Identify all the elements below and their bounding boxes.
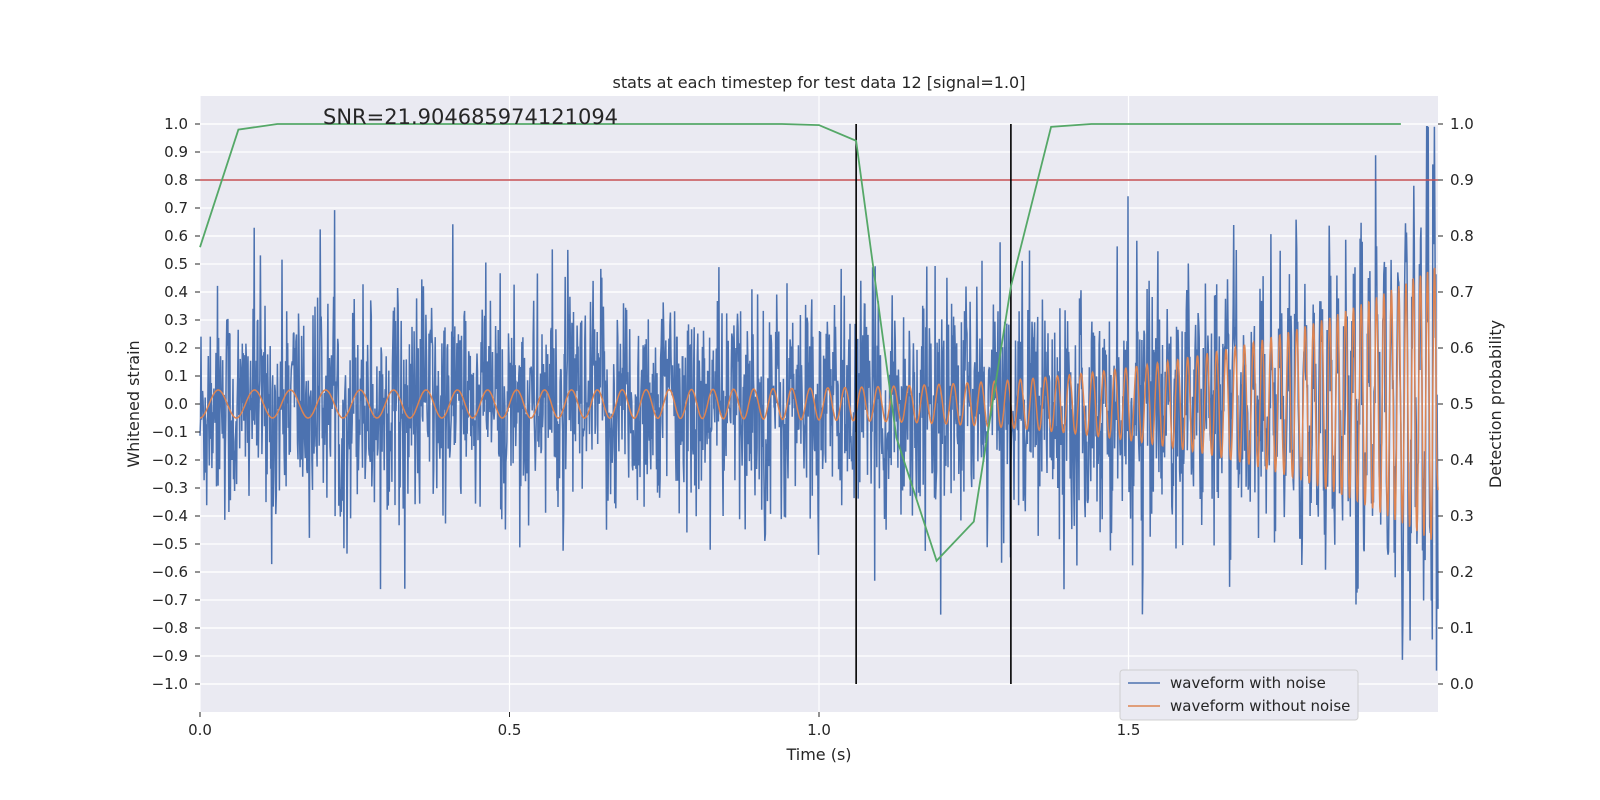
y-left-tick-label-19: −0.9 [152,647,188,665]
y-left-tick-label-20: −1.0 [152,675,188,693]
y-left-tick-label-8: 0.2 [164,339,188,357]
legend-label-clean: waveform without noise [1170,697,1350,715]
y-left-tick-label-5: 0.5 [164,255,188,273]
y-right-tick-label-5: 0.5 [1450,395,1474,413]
y-right-tick-label-0: 1.0 [1450,115,1474,133]
y-right-tick-label-9: 0.1 [1450,619,1474,637]
legend: waveform with noise waveform without noi… [1119,669,1359,721]
y-left-axis-label: Whitened strain [124,340,143,467]
x-tick-label-1: 0.5 [498,721,522,739]
y-right-axis-ticks: 1.0 0.9 0.8 0.7 0.6 0.5 0.4 0.3 0.2 0.1 0.0 [1438,115,1474,693]
y-right-tick-label-6: 0.4 [1450,451,1474,469]
y-right-tick-label-7: 0.3 [1450,507,1474,525]
y-left-tick-label-16: −0.6 [152,563,188,581]
y-right-tick-label-8: 0.2 [1450,563,1474,581]
series-detection-probability [199,123,1401,563]
y-left-tick-label-17: −0.7 [152,591,188,609]
y-right-tick-label-4: 0.6 [1450,339,1474,357]
x-axis-label: Time (s) [785,745,851,764]
x-tick-label-3: 1.5 [1117,721,1141,739]
y-right-axis-label: Detection probability [1486,320,1505,488]
x-tick-label-2: 1.0 [807,721,831,739]
y-left-tick-label-14: −0.4 [152,507,188,525]
series-waveform-with-noise [199,126,1439,671]
y-right-tick-label-2: 0.8 [1450,227,1474,245]
detection-probability-line [199,123,1401,563]
y-left-tick-label-1: 0.9 [164,143,188,161]
vertical-lines [855,124,1012,684]
y-left-tick-label-4: 0.6 [164,227,188,245]
waveform-with-noise-line [199,126,1439,671]
y-left-tick-label-15: −0.5 [152,535,188,553]
y-right-tick-label-10: 0.0 [1450,675,1474,693]
y-left-tick-label-0: 1.0 [164,115,188,133]
y-left-tick-label-18: −0.8 [152,619,188,637]
legend-box [1119,669,1359,721]
legend-label-noisy: waveform with noise [1170,674,1326,692]
y-right-tick-label-3: 0.7 [1450,283,1474,301]
snr-annotation: SNR=21.904685974121094 [323,105,618,129]
y-left-axis-ticks: 1.0 0.9 0.8 0.7 0.6 0.5 0.4 0.3 0.2 0.1 0.0 −0.1 −0.… [152,115,200,693]
y-left-tick-label-10: 0.0 [164,395,188,413]
y-left-tick-label-13: −0.3 [152,479,188,497]
chart-title: stats at each timestep for test data 12 … [613,73,1026,92]
y-left-tick-label-3: 0.7 [164,199,188,217]
x-axis-ticks: 0.0 0.5 1.0 1.5 [188,712,1140,739]
y-left-tick-label-2: 0.8 [164,171,188,189]
y-left-tick-label-6: 0.4 [164,283,188,301]
y-left-tick-label-7: 0.3 [164,311,188,329]
y-left-tick-label-11: −0.1 [152,423,188,441]
x-tick-label-0: 0.0 [188,721,212,739]
y-left-tick-label-12: −0.2 [152,451,188,469]
waveform-without-noise-line [200,267,1439,540]
series-waveform-without-noise [200,267,1439,540]
y-right-tick-label-1: 0.9 [1450,171,1474,189]
y-left-tick-label-9: 0.1 [164,367,188,385]
